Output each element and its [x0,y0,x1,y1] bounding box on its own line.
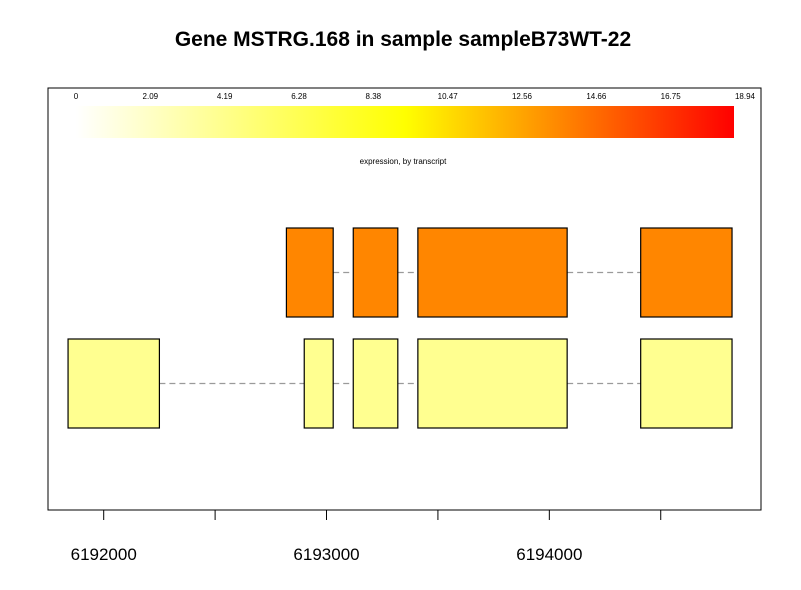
color-scale-tick-label: 10.47 [438,92,459,101]
color-scale-tick-label: 12.56 [512,92,533,101]
color-scale-tick-label: 18.94 [735,92,756,101]
exon-box [417,227,568,318]
color-scale-tick-label: 0 [74,92,79,101]
color-scale-tick-label: 2.09 [143,92,159,101]
color-scale-bar [76,106,734,138]
plot-frame [47,87,762,511]
color-scale-tick-label: 6.28 [291,92,307,101]
color-scale-tick-label: 8.38 [366,92,382,101]
color-scale-tick-label: 14.66 [586,92,607,101]
color-scale-tick-label: 16.75 [661,92,682,101]
chart-title: Gene MSTRG.168 in sample sampleB73WT-22 [175,28,631,51]
color-scale-tick-label: 4.19 [217,92,233,101]
x-axis-tick-label: 6194000 [516,545,582,564]
exon-box [303,338,334,429]
exon-box [417,338,568,429]
exon-box [352,227,399,318]
x-axis-tick-label: 6192000 [71,545,137,564]
exon-box [640,338,733,429]
color-scale-title: expression, by transcript [360,157,447,166]
exon-box [640,227,733,318]
x-axis-tick-label: 6193000 [293,545,359,564]
exon-box [352,338,399,429]
exon-box [285,227,334,318]
exon-box [67,338,161,429]
